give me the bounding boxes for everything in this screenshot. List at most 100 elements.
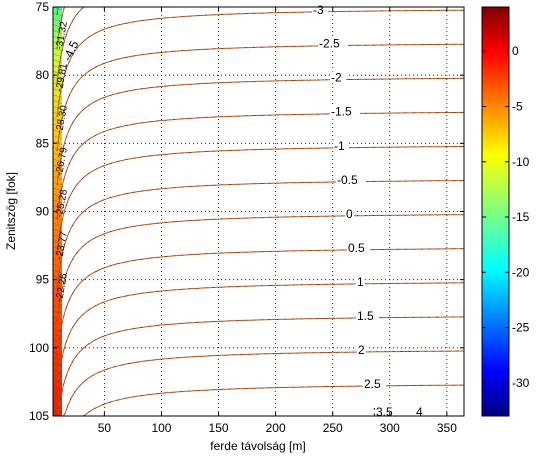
edge-label: -28.30 — [54, 104, 70, 134]
contour-labels: -4-3.5-3-2.5-2-1.5-1-0.500.511.522.533.5… — [54, 3, 424, 419]
contour-label-bg — [336, 173, 366, 185]
edge-contour — [53, 82, 63, 87]
edge-contour — [53, 199, 63, 204]
edge-contour — [53, 392, 63, 396]
edge-contour — [53, 304, 63, 309]
contour-label-bg — [357, 343, 366, 355]
colorbar-tick-label: -25 — [512, 321, 530, 335]
contour-label-bg — [333, 139, 349, 151]
contour-label-bg — [375, 406, 398, 417]
y-axis-ticks: 75 80 85 90 95 100 105 — [29, 0, 464, 423]
edge-contour — [53, 106, 63, 110]
contour-label-bg — [330, 71, 346, 83]
y-tick-label: 100 — [29, 341, 49, 355]
edge-contour — [53, 170, 63, 174]
x-axis-label: ferde távolság [m] — [210, 439, 305, 453]
edge-contour — [53, 333, 63, 338]
x-tick-label: 250 — [323, 421, 343, 435]
edge-contour — [53, 117, 63, 122]
contour-label-bg — [356, 309, 379, 321]
y-tick-label: 85 — [36, 136, 50, 150]
contour-label: 3.5 — [376, 405, 393, 419]
edge-contour — [53, 345, 63, 350]
contour-label-bg — [356, 275, 365, 287]
contour-label: 2 — [358, 343, 365, 357]
x-tick-label: 200 — [266, 421, 286, 435]
contour-label-bg — [347, 241, 370, 253]
contour-label: 1.5 — [357, 309, 374, 323]
contour-label: 0 — [346, 207, 353, 221]
edge-label: -29.81 — [54, 62, 70, 92]
contour-label: -3 — [313, 3, 324, 17]
edge-label: -31.32 — [54, 20, 70, 50]
y-tick-label: 80 — [36, 68, 50, 82]
edge-contour — [53, 152, 63, 157]
contour-line-shade — [56, 214, 464, 322]
edge-contour — [53, 18, 63, 22]
edge-contour — [53, 187, 63, 192]
colorbar-tick-label: 0 — [512, 44, 519, 58]
contour-line-shade — [56, 146, 464, 254]
contour-line-shade — [57, 384, 464, 416]
edge-contour — [53, 374, 63, 379]
contour-line-shade — [56, 248, 464, 356]
edge-contour — [53, 339, 63, 344]
colorbar-tick-label: -30 — [512, 376, 530, 390]
edge-label: -26.79 — [54, 146, 70, 176]
contour-label: -1 — [334, 139, 345, 153]
contour-label-bg — [330, 105, 360, 117]
edge-contour — [53, 357, 63, 361]
x-tick-label: 150 — [209, 421, 229, 435]
edge-contour — [53, 287, 63, 291]
edge-contour — [53, 100, 63, 104]
contour-line — [57, 350, 464, 416]
edge-label: -22.26 — [54, 272, 70, 302]
contour-label: -1.5 — [331, 105, 352, 119]
colorbar-ticks: 0 -5 -10 -15 -20 -25 -30 — [482, 44, 530, 390]
edge-contour — [53, 240, 63, 244]
edge-contour — [53, 409, 63, 414]
contour-label-bg — [415, 406, 424, 417]
edge-contour — [53, 263, 63, 268]
contour-label: 1 — [357, 275, 364, 289]
edge-contour — [53, 205, 63, 209]
x-tick-label: 50 — [98, 421, 112, 435]
contour-label: -2 — [331, 71, 342, 85]
edge-contour — [53, 298, 63, 303]
edge-label: -25.28 — [54, 188, 70, 218]
contour-label: 2.5 — [364, 377, 381, 391]
y-axis-label: Zenitszög [fok] — [4, 172, 18, 250]
contour-line-shade — [56, 316, 464, 416]
x-tick-label: 350 — [437, 421, 457, 435]
colorbar-tick-label: -10 — [512, 155, 530, 169]
edge-contour — [53, 71, 63, 75]
edge-contour — [53, 369, 63, 373]
colorbar-tick-label: -20 — [512, 265, 530, 279]
contour-label-bg — [318, 37, 348, 49]
colorbar-tick-label: -15 — [512, 210, 530, 224]
x-axis-ticks: 50 100 150 200 250 300 350 — [98, 7, 457, 435]
plot-area — [53, 7, 464, 416]
edge-contour — [53, 135, 63, 139]
contour-line-shade — [56, 180, 464, 288]
edge-contour — [53, 310, 63, 315]
edge-contour — [53, 275, 63, 280]
edge-contour — [53, 404, 63, 408]
y-tick-label: 75 — [36, 0, 50, 14]
edge-contour — [53, 269, 63, 274]
x-tick-label: 300 — [380, 421, 400, 435]
edge-contour — [53, 322, 63, 326]
contour-line-shade — [56, 282, 464, 390]
contour-line-shade — [56, 43, 464, 152]
contour-label: -0.5 — [337, 173, 358, 187]
edge-contour — [53, 30, 63, 34]
edge-contour — [53, 252, 63, 256]
contour-label: -2.5 — [319, 37, 340, 51]
colorbar-tick-label: -5 — [512, 99, 523, 113]
contour-line-shade — [56, 9, 464, 118]
edge-contour — [53, 164, 63, 168]
edge-contour — [53, 141, 63, 145]
contour-label: 4 — [416, 405, 423, 419]
edge-contour — [53, 222, 63, 227]
